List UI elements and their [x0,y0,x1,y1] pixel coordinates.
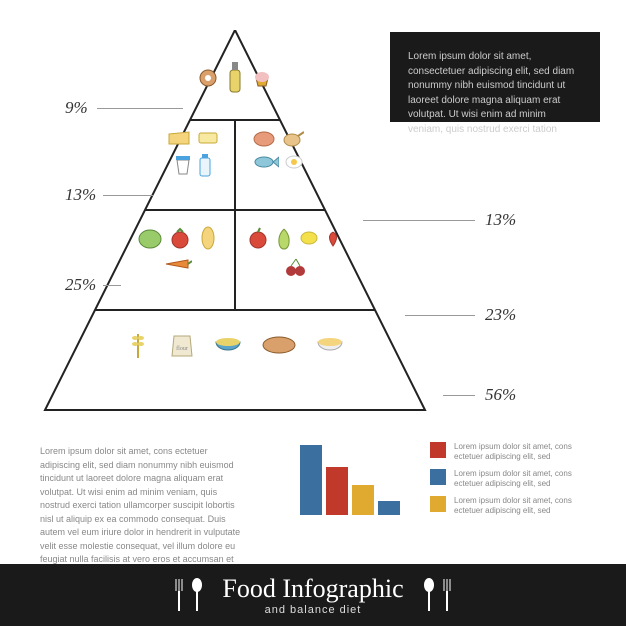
legend-swatch-blue [430,469,446,485]
leader-r1 [363,220,475,221]
footer-title: Food Infographic [222,574,403,604]
pear-icon [274,225,294,251]
leader-r2 [405,315,475,316]
wheat-icon [125,330,151,360]
footer-subtitle: and balance diet [222,604,403,616]
corn-icon [197,225,219,251]
butter-icon [197,131,219,145]
tier3-left-foods [125,225,230,271]
tier2-left-foods [155,130,230,178]
egg-icon [285,154,303,170]
donut-icon [198,68,218,88]
pct-left-3: 25% [65,275,96,295]
cheese-icon [167,130,191,146]
legend-text-3: Lorem ipsum dolor sit amet, cons ectetue… [454,496,574,517]
spoon-icon [422,577,436,613]
carrot-icon [164,257,192,271]
bar-4 [378,501,400,515]
yogurt-icon [174,154,192,176]
tier1-foods [195,60,275,96]
legend-row-3: Lorem ipsum dolor sit amet, cons ectetue… [430,496,574,517]
utensils-left [172,577,204,613]
fork-icon [172,577,186,613]
pct-left-1: 9% [65,98,88,118]
bread-icon [261,335,297,355]
leader-l2 [103,195,153,196]
pct-left-2: 13% [65,185,96,205]
utensils-right [422,577,454,613]
bar-1 [300,445,322,515]
bar-3 [352,485,374,515]
lettuce-icon [137,227,163,249]
leader-r3 [443,395,475,396]
legend-swatch-red [430,442,446,458]
footer-title-block: Food Infographic and balance diet [222,574,403,616]
pct-right-1: 13% [485,210,516,230]
oil-bottle-icon [224,60,246,96]
legend-row-2: Lorem ipsum dolor sit amet, cons ectetue… [430,469,574,490]
cherry-icon [284,257,306,277]
chicken-icon [282,130,304,148]
leader-l3 [103,285,121,286]
cupcake-icon [252,68,272,88]
tier2-right-foods [240,130,315,170]
tier4-foods: flour [90,330,380,360]
bar-chart [300,445,400,515]
pct-right-3: 56% [485,385,516,405]
fork-icon [440,577,454,613]
leader-l1 [97,108,183,109]
apple-icon [248,227,268,249]
fish-icon [253,155,279,169]
tomato-icon [169,227,191,249]
legend-text-2: Lorem ipsum dolor sit amet, cons ectetue… [454,469,574,490]
meat-icon [252,130,276,148]
chart-legend: Lorem ipsum dolor sit amet, cons ectetue… [430,442,574,522]
lemon-icon [300,229,318,247]
spoon-icon [190,577,204,613]
bar-2 [326,467,348,515]
svg-text:flour: flour [176,345,188,352]
legend-text-1: Lorem ipsum dolor sit amet, cons ectetue… [454,442,574,463]
footer-bar: Food Infographic and balance diet [0,564,626,626]
flour-bag-icon: flour [169,330,195,360]
milk-icon [198,152,212,178]
pasta-icon [315,334,345,356]
strawberry-icon [324,228,342,248]
food-pyramid: 9% 13% 25% 13% 23% 56% [35,30,435,430]
legend-row-1: Lorem ipsum dolor sit amet, cons ectetue… [430,442,574,463]
tier3-right-foods [240,225,350,277]
pct-right-2: 23% [485,305,516,325]
legend-swatch-yellow [430,496,446,512]
cereal-bowl-icon [213,334,243,356]
